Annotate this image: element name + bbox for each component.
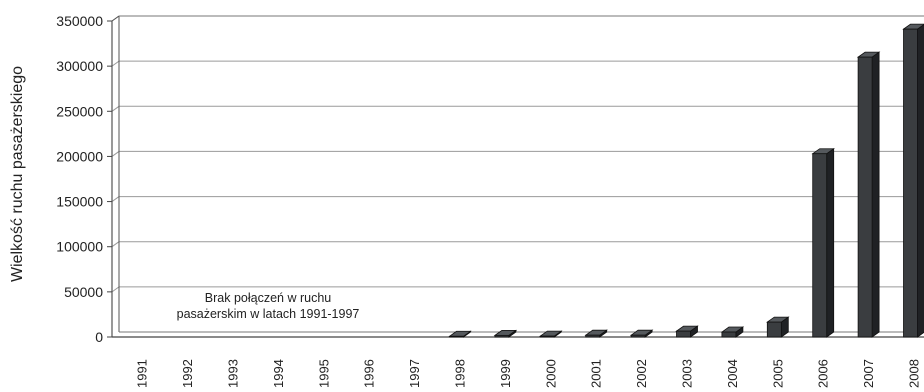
x-tick-label: 1993 <box>226 359 241 388</box>
x-tick-label: 2007 <box>861 359 876 388</box>
bar-2003 <box>677 326 698 337</box>
y-tick-label: 100000 <box>56 239 103 255</box>
y-tick-label: 300000 <box>56 58 103 74</box>
x-tick-label: 1995 <box>316 359 331 388</box>
x-tick-label: 1999 <box>498 359 513 388</box>
bar-front <box>631 335 645 337</box>
x-tick-label: 1994 <box>271 359 286 388</box>
y-tick-label: 350000 <box>56 13 103 29</box>
annotation-line-2: pasażerskim w latach 1991-1997 <box>177 307 360 321</box>
bar-side <box>827 149 834 337</box>
bar-front <box>540 336 554 337</box>
x-axis-ticks: 1991 1992 1993 1994 1995 1996 1997 1998 1999 2000… <box>135 359 924 388</box>
bar-front <box>858 57 872 337</box>
x-tick-label: 1997 <box>407 359 422 388</box>
bar-front <box>586 335 600 337</box>
bar-side <box>872 52 879 337</box>
bar-2002 <box>631 330 652 337</box>
no-connection-annotation: Brak połączeń w ruchu pasażerskim w lata… <box>177 291 360 321</box>
bar-1999 <box>495 330 516 337</box>
gridlines <box>112 16 924 292</box>
bar-2001 <box>586 330 607 337</box>
gridline-diag <box>112 61 119 66</box>
bar-2005 <box>767 317 788 337</box>
bar-front <box>722 332 736 337</box>
y-axis-ticks: 0 50000 100000 150000 200000 250000 300000 3500… <box>56 13 112 345</box>
bar-side <box>918 24 924 337</box>
y-tick-label: 200000 <box>56 148 103 164</box>
y-axis-label: Wielkość ruchu pasażerskiego <box>9 66 26 282</box>
y-tick-label: 0 <box>95 329 103 345</box>
bar-front <box>767 322 781 337</box>
gridline-diag <box>112 287 119 292</box>
y-tick-label: 50000 <box>64 284 103 300</box>
bar-front <box>904 29 918 337</box>
bar-front <box>495 335 509 337</box>
x-tick-label: 2000 <box>543 359 558 388</box>
x-tick-label: 2005 <box>770 359 785 388</box>
gridline-diag <box>112 106 119 111</box>
x-tick-label: 1998 <box>453 359 468 388</box>
y-tick-label: 150000 <box>56 194 103 210</box>
x-tick-label: 1991 <box>135 359 150 388</box>
x-tick-label: 2004 <box>725 359 740 388</box>
top-corner <box>112 16 119 21</box>
x-tick-label: 2002 <box>634 359 649 388</box>
bar-front <box>813 154 827 337</box>
x-tick-label: 2008 <box>907 359 922 388</box>
x-tick-label: 2006 <box>816 359 831 388</box>
x-tick-label: 1996 <box>362 359 377 388</box>
bar-2006 <box>813 149 834 337</box>
y-tick-label: 250000 <box>56 103 103 119</box>
gridline-diag <box>112 151 119 156</box>
bar-front <box>450 336 464 337</box>
gridline-diag <box>112 197 119 202</box>
x-tick-label: 1992 <box>180 359 195 388</box>
bar-2004 <box>722 327 743 337</box>
bar-front <box>677 331 691 337</box>
plot-frame <box>112 16 924 337</box>
annotation-line-1: Brak połączeń w ruchu <box>205 291 332 305</box>
gridline-diag <box>112 242 119 247</box>
x-tick-label: 2003 <box>680 359 695 388</box>
x-tick-label: 2001 <box>589 359 604 388</box>
bar-2007 <box>858 52 879 337</box>
bar-2008 <box>904 24 924 337</box>
bars <box>450 24 924 337</box>
